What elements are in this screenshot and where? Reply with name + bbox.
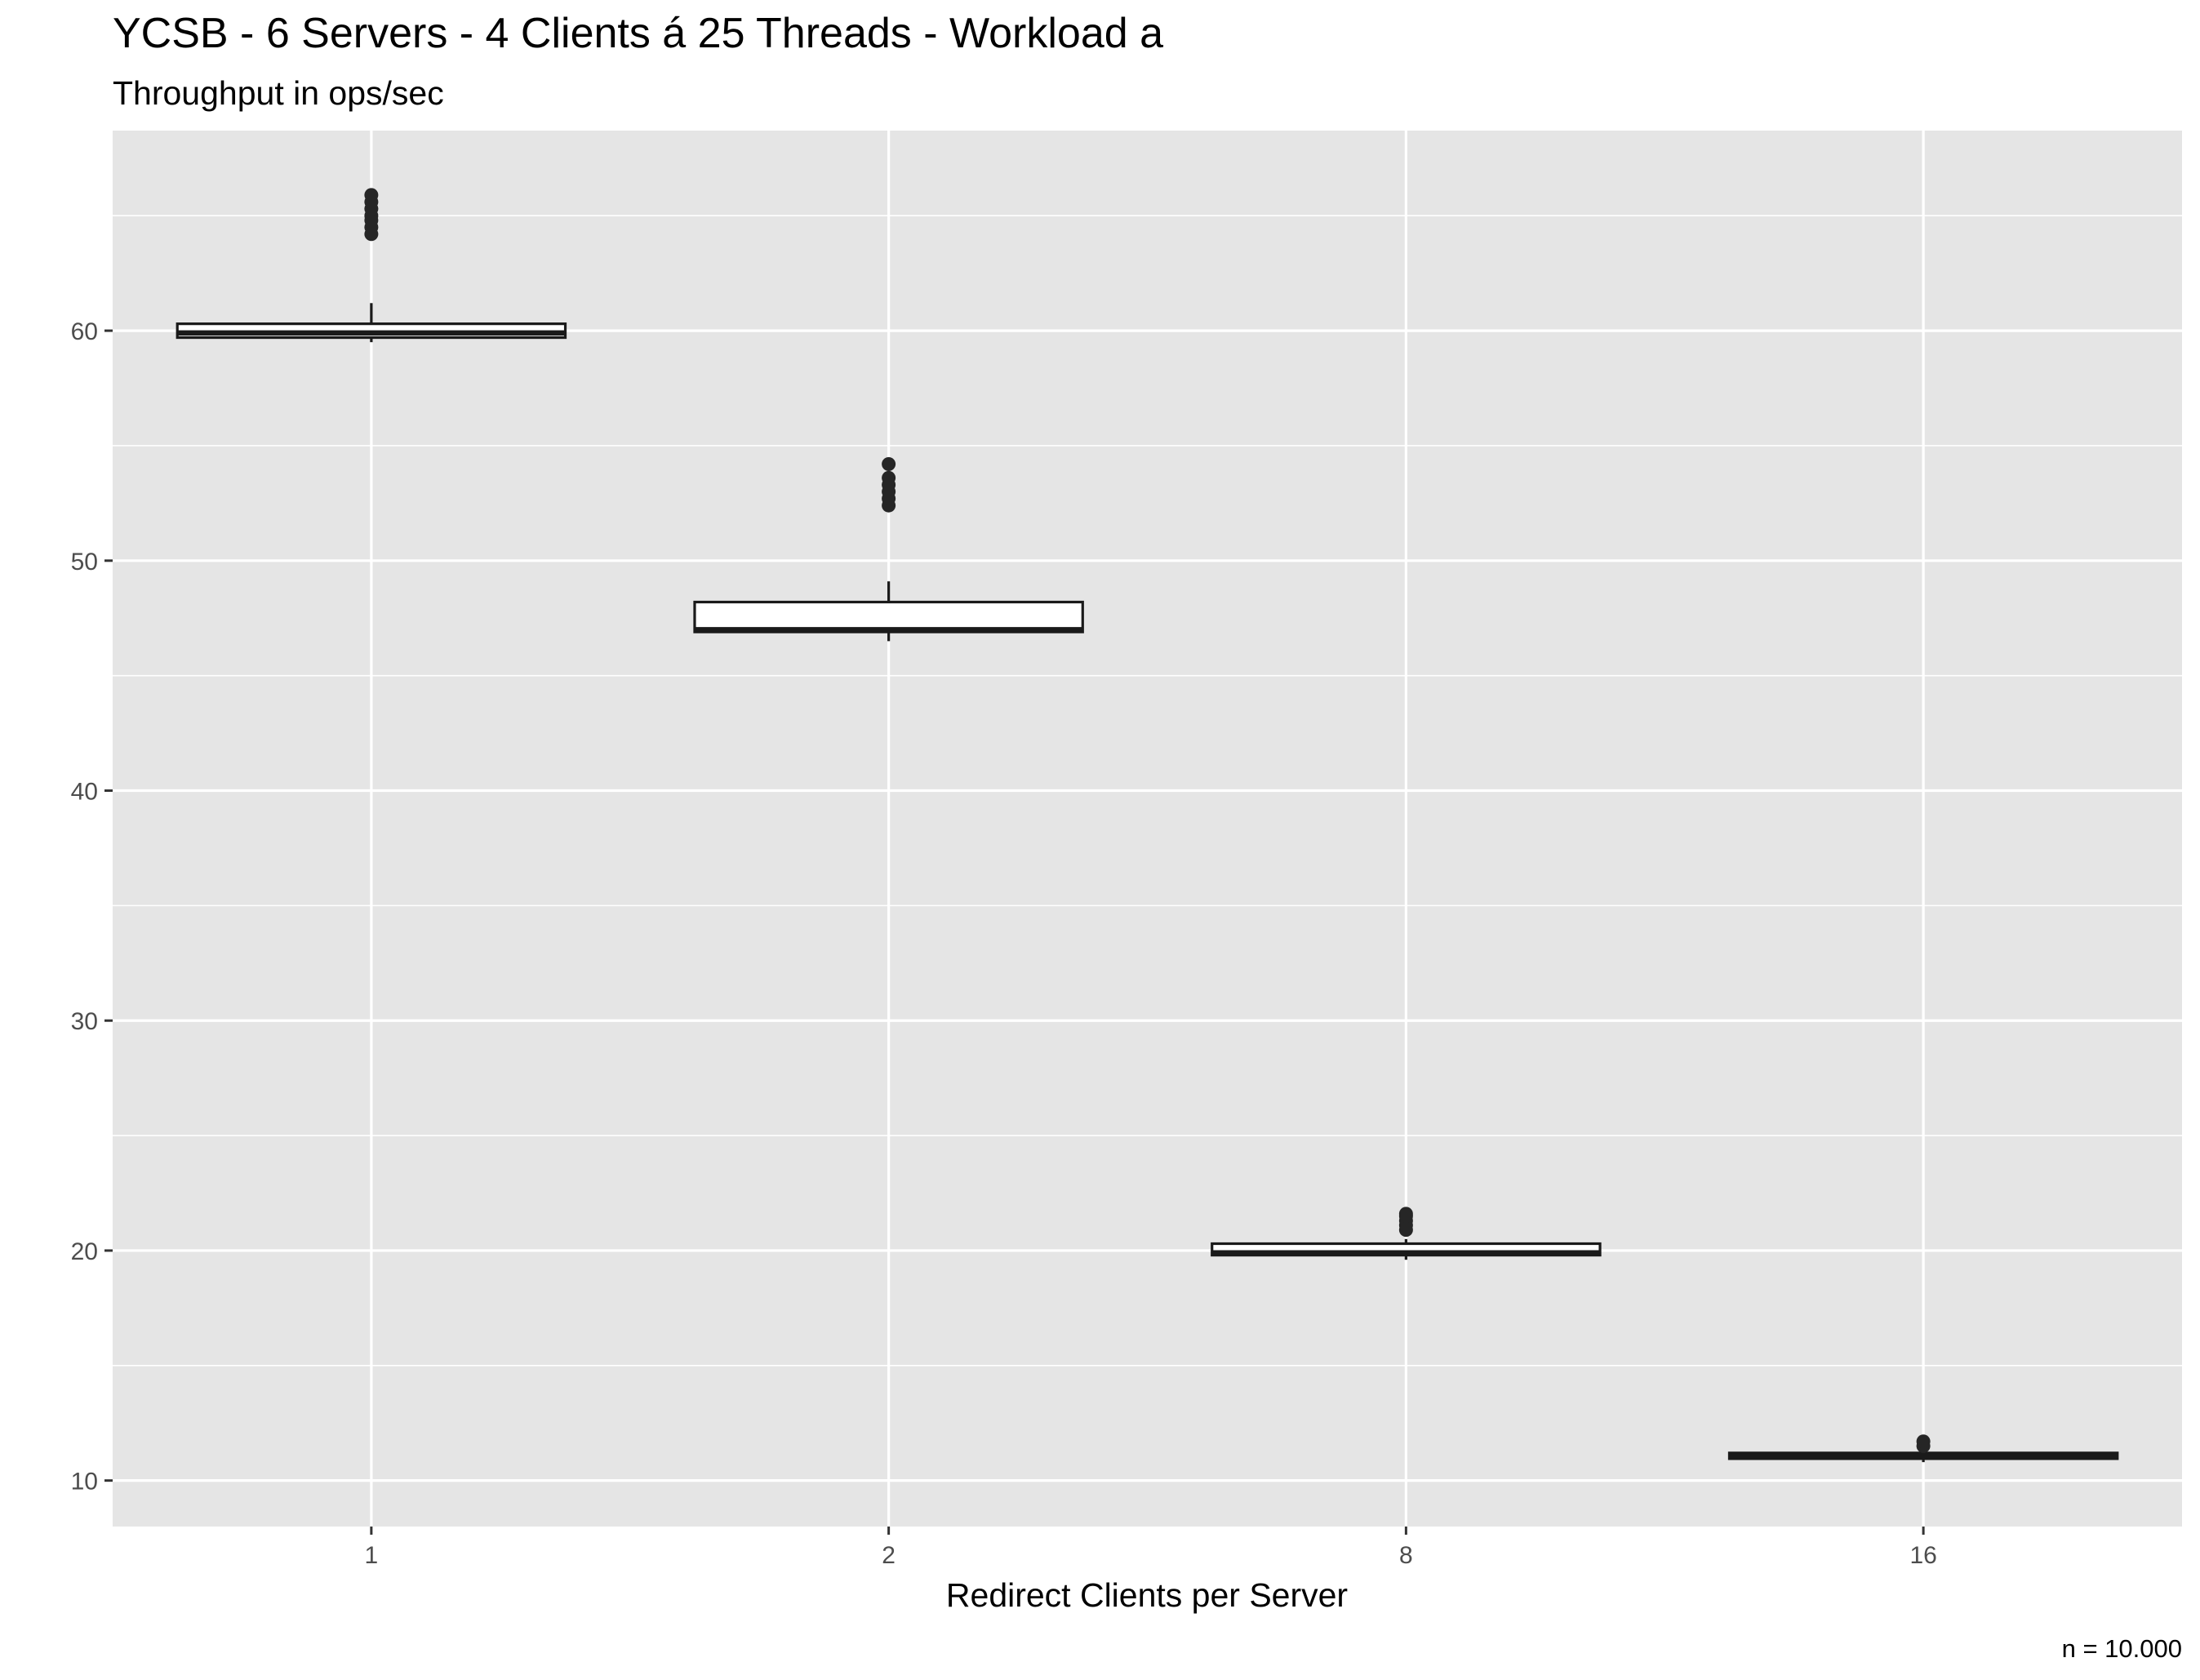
- outlier-point: [1398, 1207, 1413, 1221]
- box-iqr: [693, 600, 1084, 633]
- outlier-point: [364, 188, 379, 202]
- y-tick-label: 40: [71, 779, 98, 806]
- chart-subtitle: Throughput in ops/sec: [113, 74, 444, 112]
- y-tick-label: 50: [71, 549, 98, 576]
- y-tick-label: 30: [71, 1008, 98, 1035]
- caption: n = 10.000: [2062, 1634, 2182, 1663]
- chart-title: YCSB - 6 Servers - 4 Clients á 25 Thread…: [113, 10, 1163, 57]
- x-tick-label: 16: [1909, 1542, 1936, 1569]
- outlier-point: [882, 470, 896, 485]
- box-1: [176, 188, 567, 343]
- y-tick-label: 60: [71, 318, 98, 345]
- y-tick-label: 10: [71, 1469, 98, 1496]
- boxes: [176, 188, 2119, 1463]
- x-tick-label: 2: [882, 1542, 896, 1569]
- outlier-point: [882, 456, 896, 471]
- x-tick-label: 1: [365, 1542, 379, 1569]
- outlier-point: [1916, 1434, 1931, 1449]
- y-tick-label: 20: [71, 1238, 98, 1265]
- box-8: [1211, 1207, 1602, 1260]
- box-2: [693, 456, 1084, 642]
- x-axis-label: Redirect Clients per Server: [946, 1576, 1348, 1614]
- plot-panel: [113, 131, 2182, 1527]
- x-tick-label: 8: [1399, 1542, 1413, 1569]
- axes: 10 20 30 40 50 60 1 2 8 16: [71, 318, 1937, 1569]
- box-16: [1727, 1434, 2119, 1463]
